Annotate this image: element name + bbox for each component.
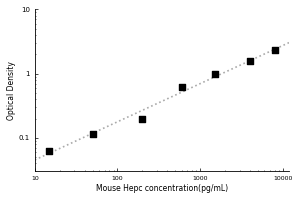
Point: [179, 85, 184, 89]
Point: [90, 132, 95, 136]
Point: [248, 60, 252, 63]
Point: [47, 149, 52, 152]
X-axis label: Mouse Hepc concentration(pg/mL): Mouse Hepc concentration(pg/mL): [96, 184, 228, 193]
Point: [212, 72, 217, 75]
Point: [140, 117, 145, 120]
Y-axis label: Optical Density: Optical Density: [7, 61, 16, 120]
Point: [272, 49, 277, 52]
